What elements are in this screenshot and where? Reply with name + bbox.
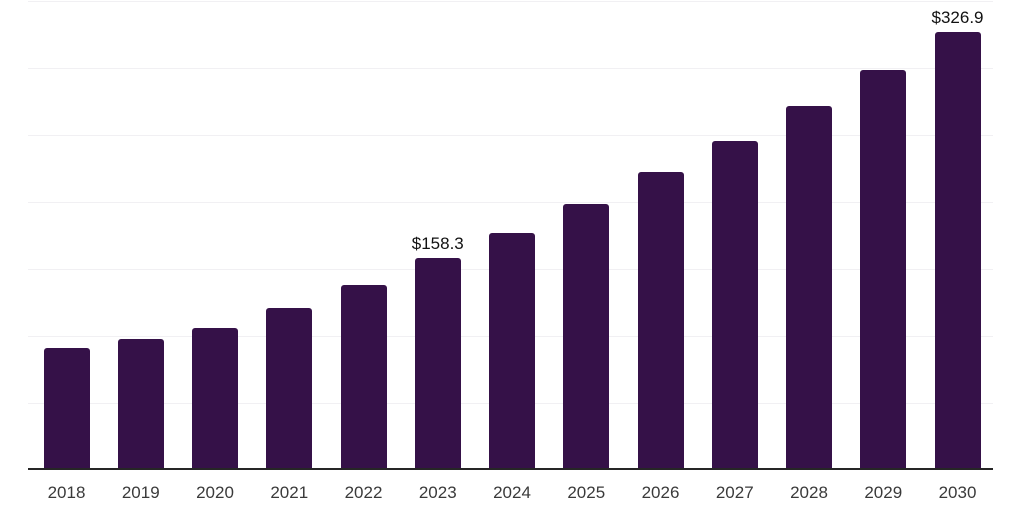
x-axis-label-2028: 2028 xyxy=(790,483,828,502)
bar-2021 xyxy=(266,308,313,470)
x-axis-label-2019: 2019 xyxy=(121,483,160,502)
bar-2027 xyxy=(711,141,758,470)
gridline-200 xyxy=(28,202,993,203)
bar-2029 xyxy=(860,70,907,470)
gridline-300 xyxy=(28,68,993,69)
gridline-350 xyxy=(28,1,993,2)
bar-2019 xyxy=(117,339,164,470)
bar-2030 xyxy=(934,32,981,470)
x-axis-label-2024: 2024 xyxy=(493,483,531,502)
x-axis-line xyxy=(28,468,993,470)
x-axis-label-2023: 2023 xyxy=(418,483,457,502)
x-axis-label-2029: 2029 xyxy=(864,483,903,502)
x-axis-label-2030: 2030 xyxy=(938,483,977,502)
bar-2022 xyxy=(340,285,387,470)
bar-value-label-2030: $326.9 xyxy=(931,8,984,27)
bar-2023 xyxy=(414,258,461,470)
gridline-250 xyxy=(28,135,993,136)
x-axis-label-2027: 2027 xyxy=(715,483,754,502)
bar-2025 xyxy=(563,204,610,470)
x-axis-label-2026: 2026 xyxy=(641,483,680,502)
bar-2024 xyxy=(489,233,535,470)
bar-2026 xyxy=(637,172,684,470)
bar-2020 xyxy=(192,328,238,470)
bar-2018 xyxy=(43,348,90,470)
x-axis-label-2018: 2018 xyxy=(47,483,86,502)
x-axis-label-2021: 2021 xyxy=(270,483,309,502)
x-axis-label-2022: 2022 xyxy=(344,483,383,502)
x-axis-label-2020: 2020 xyxy=(196,483,234,502)
bar-value-label-2023: $158.3 xyxy=(411,234,464,253)
bar-2028 xyxy=(786,106,832,470)
x-axis-label-2025: 2025 xyxy=(567,483,606,502)
